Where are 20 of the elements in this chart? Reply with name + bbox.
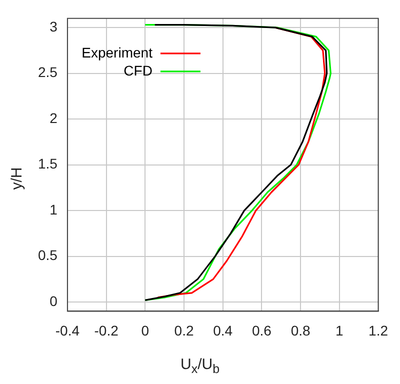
x-tick-label: 1.2 xyxy=(368,322,388,338)
y-tick-label: 0.5 xyxy=(38,247,58,264)
x-tick-label: -0.2 xyxy=(94,322,119,338)
y-tick-label: 0 xyxy=(50,292,58,309)
x-tick-label: 0.2 xyxy=(174,322,194,338)
y-tick-label: 1.5 xyxy=(38,156,58,172)
y-tick-label: 2.5 xyxy=(38,64,58,80)
y-tick-label: 2 xyxy=(50,110,58,126)
y-tick-label: 3 xyxy=(50,18,58,34)
y-axis-title: y/H xyxy=(8,166,26,192)
y-tick-label: 1 xyxy=(50,201,58,218)
legend-label: CFD xyxy=(124,62,152,78)
x-tick-label: 0.6 xyxy=(252,322,272,338)
legend-label: Experiment xyxy=(82,44,153,60)
x-tick-label: -0.4 xyxy=(55,322,80,338)
x-tick-label: 0.4 xyxy=(213,322,233,338)
x-axis-title: U$_{x}$/U$_{b}$ xyxy=(179,356,221,376)
x-tick-label: 0 xyxy=(141,322,150,338)
x-tick-label: 0.8 xyxy=(290,322,311,338)
x-tick-label: 1 xyxy=(336,322,344,338)
